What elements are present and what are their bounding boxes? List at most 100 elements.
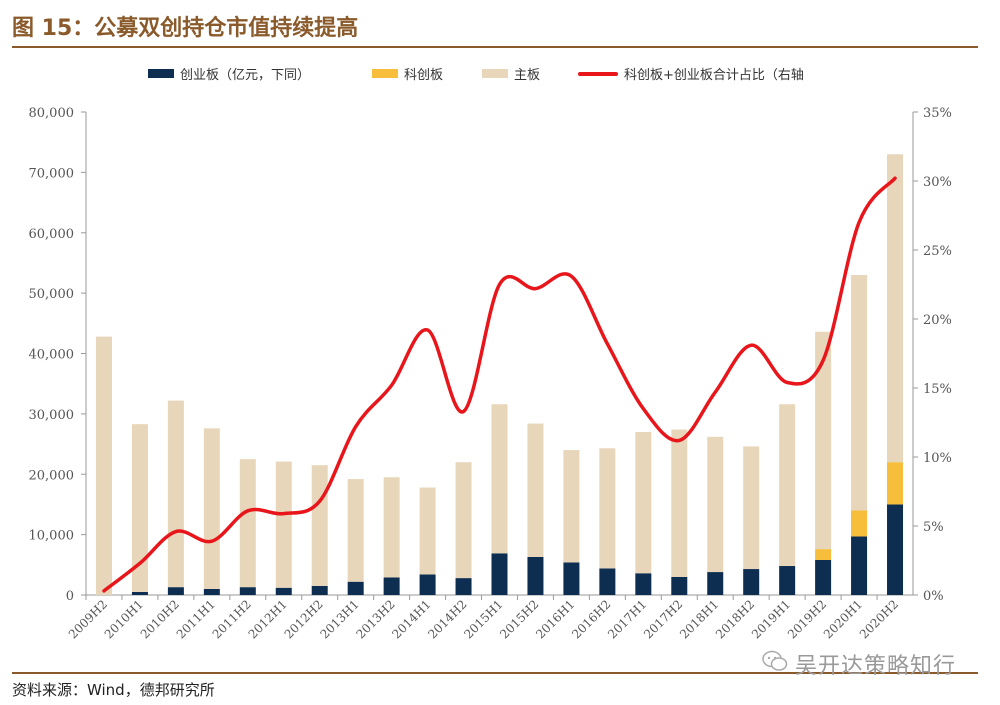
x-tick-label: 2012H1: [246, 597, 290, 641]
bar-main: [743, 446, 760, 570]
bar-chinext: [383, 577, 400, 595]
bar-main: [527, 423, 544, 557]
y2-tick-label: 25%: [923, 244, 952, 259]
legend-swatch-main: [482, 69, 508, 78]
bar-main: [671, 429, 688, 577]
x-tick-label: 2010H2: [138, 597, 182, 641]
bar-chinext: [599, 568, 616, 595]
x-tick-label: 2015H2: [497, 597, 541, 641]
bar-main: [131, 424, 148, 592]
y-tick-label: 80,000: [29, 106, 75, 121]
y-tick-label: 40,000: [29, 348, 75, 363]
bar-main: [275, 461, 292, 588]
y2-tick-label: 30%: [923, 175, 952, 190]
bar-chinext: [635, 573, 652, 595]
bar-chinext: [743, 569, 760, 595]
watermark: 吴开达策略知行: [795, 654, 957, 679]
bar-chinext: [707, 572, 724, 595]
bar-main: [203, 428, 220, 589]
bar-star: [815, 549, 832, 560]
bar-chinext: [491, 553, 508, 595]
x-tick-label: 2010H1: [102, 597, 146, 641]
legend-label-star: 科创板: [404, 68, 444, 83]
x-tick-label: 2018H1: [677, 597, 721, 641]
bar-star: [887, 462, 904, 505]
y2-tick-label: 35%: [923, 106, 952, 121]
chart-legend: 创业板（亿元，下同） 科创板 主板 科创板+创业板合计占比（右轴: [0, 64, 1000, 86]
x-tick-label: 2013H2: [353, 597, 397, 641]
bar-chinext: [275, 587, 292, 595]
x-tick-label: 2017H1: [605, 597, 649, 641]
bar-chinext: [419, 574, 436, 595]
source-rule: [12, 672, 978, 674]
y-tick-label: 0: [66, 589, 74, 604]
bar-main: [419, 487, 436, 575]
y-tick-label: 30,000: [29, 408, 75, 423]
bar-chinext: [347, 581, 364, 595]
y2-tick-label: 0%: [923, 589, 944, 604]
bar-chinext: [527, 556, 544, 595]
legend-item-chinext: 创业板（亿元，下同）: [148, 64, 310, 83]
x-tick-label: 2020H2: [857, 597, 901, 641]
y-tick-label: 50,000: [29, 287, 75, 302]
x-tick-label: 2011H1: [174, 597, 218, 641]
bar-main: [167, 400, 184, 588]
bar-chinext: [131, 591, 148, 595]
wechat-icon: [762, 650, 788, 671]
bar-chinext: [203, 588, 220, 595]
legend-item-ratio: 科创板+创业板合计占比（右轴: [578, 64, 804, 83]
bar-chinext: [779, 566, 796, 595]
bar-chinext: [563, 562, 580, 595]
y-tick-label: 10,000: [29, 529, 75, 544]
legend-label-main: 主板: [514, 68, 541, 83]
x-tick-label: 2012H2: [282, 597, 326, 641]
y2-tick-label: 15%: [923, 382, 952, 397]
x-tick-label: 2018H2: [713, 597, 757, 641]
bar-main: [851, 275, 868, 511]
bar-main: [779, 404, 796, 567]
legend-label-chinext: 创业板（亿元，下同）: [180, 68, 311, 83]
y-tick-label: 20,000: [29, 468, 75, 483]
bar-main: [383, 477, 400, 578]
x-tick-label: 2014H2: [425, 597, 469, 641]
bar-chinext: [167, 587, 184, 595]
bar-main: [599, 448, 616, 569]
bar-main: [347, 479, 364, 582]
x-tick-label: 2017H2: [641, 597, 685, 641]
bar-star: [851, 510, 868, 537]
y-tick-label: 70,000: [29, 166, 75, 181]
x-tick-label: 2020H1: [821, 597, 865, 641]
legend-item-main: 主板: [482, 64, 540, 83]
x-tick-label: 2019H2: [785, 597, 829, 641]
figure-title: 图 15：公募双创持仓市值持续提高: [12, 16, 359, 41]
x-tick-label: 2016H2: [569, 597, 613, 641]
bar-chinext: [851, 536, 868, 595]
bar-main: [239, 459, 256, 588]
bar-main: [707, 436, 724, 573]
bar-main: [563, 450, 580, 563]
y2-tick-label: 5%: [923, 520, 944, 535]
legend-label-ratio: 科创板+创业板合计占比（右轴: [624, 68, 804, 83]
x-tick-label: 2014H1: [389, 597, 433, 641]
x-tick-label: 2015H1: [461, 597, 505, 641]
y2-tick-label: 20%: [923, 313, 952, 328]
x-tick-label: 2011H2: [210, 597, 254, 641]
bar-main: [455, 462, 472, 579]
bar-chinext: [887, 504, 904, 595]
bar-main: [815, 331, 832, 550]
bar-chinext: [455, 578, 472, 595]
source-note: 资料来源：Wind，德邦研究所: [12, 681, 215, 699]
bar-main: [887, 154, 904, 463]
x-tick-label: 2016H1: [533, 597, 577, 641]
y-tick-label: 60,000: [29, 227, 75, 242]
legend-swatch-ratio: [578, 71, 618, 76]
bar-main: [311, 465, 328, 586]
legend-item-star: 科创板: [372, 64, 443, 83]
legend-swatch-chinext: [148, 69, 174, 78]
legend-swatch-star: [372, 69, 398, 78]
bar-main: [95, 336, 112, 595]
title-rule: [12, 46, 978, 48]
y2-tick-label: 10%: [923, 451, 952, 466]
bar-main: [491, 404, 508, 554]
